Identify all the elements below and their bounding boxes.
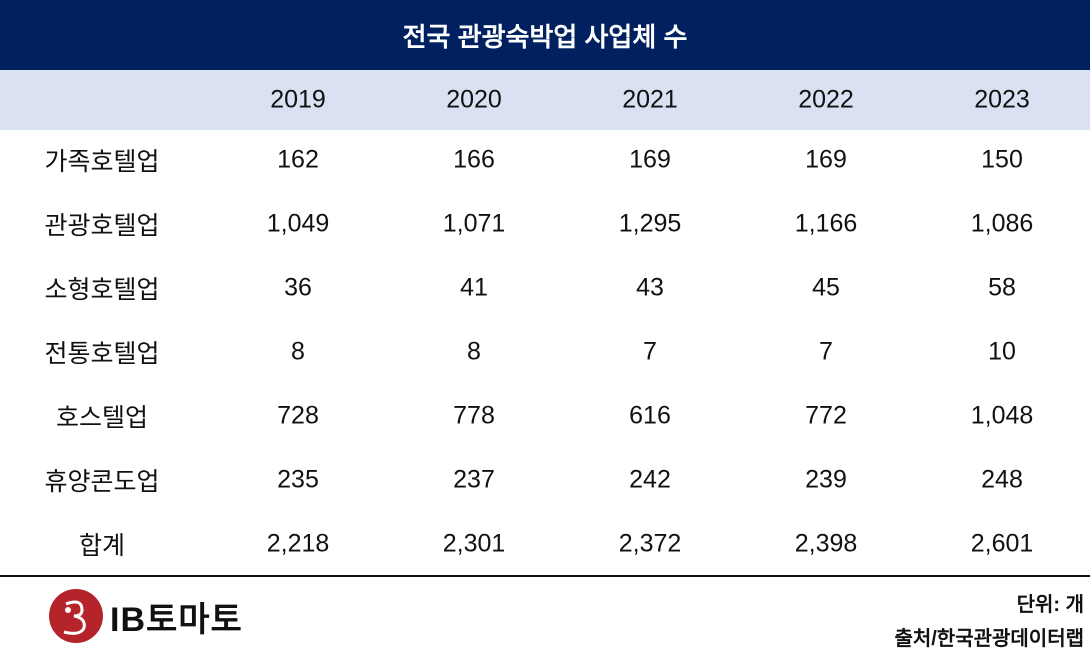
table-cell: 235: [277, 465, 319, 494]
table-cell: 772: [805, 401, 847, 430]
row-label: 호스텔업: [55, 404, 148, 432]
table-cell: 7: [819, 337, 833, 366]
table-cell: 1,049: [266, 209, 330, 238]
row-label: 휴양콘도업: [44, 468, 160, 496]
column-header: 2020: [446, 85, 502, 114]
row-label: 소형호텔업: [44, 276, 160, 304]
table-cell: 8: [467, 337, 481, 366]
table-cell: 248: [981, 465, 1023, 494]
table-cell: 36: [284, 273, 312, 302]
table-cell: 2,372: [618, 529, 682, 558]
table-cell: 1,071: [442, 209, 506, 238]
ib-tomato-logo: IB토마토: [48, 588, 243, 644]
table-cell: 2,218: [266, 529, 330, 558]
bottom-rule: [0, 575, 1090, 577]
table-cell: 58: [988, 273, 1016, 302]
table-cell: 2,398: [794, 529, 858, 558]
table-cell: 728: [277, 401, 319, 430]
table-cell: 1,048: [970, 401, 1034, 430]
table-cell: 169: [805, 145, 847, 174]
table-cell: 1,166: [794, 209, 858, 238]
column-header: 2019: [270, 85, 326, 114]
table-cell: 778: [453, 401, 495, 430]
table-cell: 169: [629, 145, 671, 174]
table-cell: 1,086: [970, 209, 1034, 238]
column-header: 2022: [798, 85, 854, 114]
table-cell: 616: [629, 401, 671, 430]
unit-label: 단위: 개: [1016, 594, 1084, 616]
table-cell: 7: [643, 337, 657, 366]
table-cell: 162: [277, 145, 319, 174]
logo-text: IB토마토: [110, 600, 243, 639]
table-title: 전국 관광숙박업 사업체 수: [0, 0, 1090, 70]
row-label: 관광호텔업: [44, 212, 160, 240]
table-cell: 45: [812, 273, 840, 302]
table-cell: 8: [291, 337, 305, 366]
column-header: 2021: [622, 85, 678, 114]
row-label: 합계: [78, 532, 125, 560]
column-header: 2023: [974, 85, 1030, 114]
table-cell: 150: [981, 145, 1023, 174]
year-header-row: [0, 70, 1090, 130]
table-cell: 166: [453, 145, 495, 174]
table-cell: 2,301: [442, 529, 506, 558]
table-cell: 2,601: [970, 529, 1034, 558]
table-cell: 239: [805, 465, 847, 494]
row-label: 가족호텔업: [44, 148, 160, 176]
logo-emblem-icon: [49, 589, 103, 643]
row-label: 전통호텔업: [44, 340, 160, 368]
table-cell: 41: [460, 273, 488, 302]
table-cell: 43: [636, 273, 664, 302]
source-label: 출처/한국관광데이터랩: [894, 628, 1084, 650]
table-cell: 10: [988, 337, 1016, 366]
table-cell: 242: [629, 465, 671, 494]
table-cell: 1,295: [618, 209, 682, 238]
table-cell: 237: [453, 465, 495, 494]
